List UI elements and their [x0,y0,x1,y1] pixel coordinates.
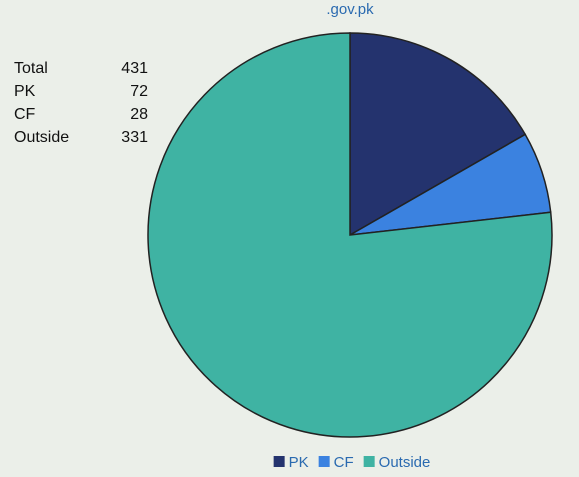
legend-swatch [273,456,285,467]
table-value: 28 [130,106,148,123]
table-label: CF [14,106,36,123]
chart-title: .gov.pk [326,1,374,18]
table-label: Total [14,60,48,77]
table-value: 431 [121,60,148,77]
legend-label: Outside [379,454,431,471]
legend-swatch [318,456,330,467]
table-label: Outside [14,129,69,146]
pie-slice [147,32,553,438]
table-value: 331 [121,129,148,146]
legend-label: CF [334,454,354,471]
legend-swatch [363,456,375,467]
pie-slice [349,32,527,237]
table-value: 72 [130,83,148,100]
table-label: PK [14,83,36,100]
legend-label: PK [289,454,309,471]
